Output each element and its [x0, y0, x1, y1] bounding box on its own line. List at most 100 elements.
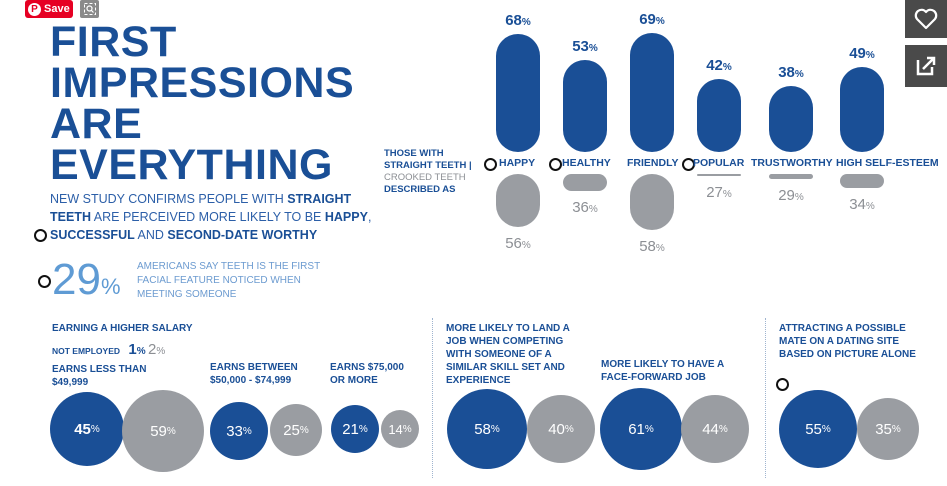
bubble-straight: 21%	[331, 405, 379, 453]
legend-line: THOSE WITH	[384, 148, 444, 159]
category-label: FRIENDLY	[627, 157, 679, 169]
pct-sign: %	[490, 423, 500, 435]
title-line: IMPRESSIONS	[50, 59, 355, 107]
bubble-value: 55	[805, 420, 822, 438]
bubble-crooked: 25%	[270, 404, 322, 456]
bar-straight-high-self-esteem	[840, 67, 884, 152]
share-icon	[916, 56, 936, 76]
bar-crooked-high-self-esteem	[840, 174, 884, 188]
bubble-straight: 33%	[210, 402, 268, 460]
save-button[interactable]: P Save	[25, 0, 73, 18]
bar-straight-trustworthy	[769, 86, 813, 152]
value-label-straight: 53%	[550, 38, 620, 55]
pct-sign: %	[588, 43, 598, 55]
favorite-button[interactable]	[905, 0, 947, 38]
pct-sign: %	[794, 69, 804, 81]
bar-crooked-trustworthy	[769, 174, 813, 180]
pct-sign: %	[865, 50, 875, 62]
pct-sign: %	[718, 423, 728, 435]
subtitle-emphasis: HAPPY	[324, 210, 368, 224]
bar-straight-friendly	[630, 32, 674, 152]
category-label: HAPPY	[499, 157, 536, 169]
pct-sign: %	[90, 423, 100, 435]
pct-sign: %	[891, 423, 901, 435]
value-number: 29	[778, 187, 795, 205]
pct-sign: %	[521, 239, 531, 251]
not-employed-crooked: 2	[148, 341, 157, 358]
bubble-straight: 61%	[600, 388, 682, 470]
marker-ring-icon[interactable]	[484, 158, 497, 171]
bubble-value: 61	[628, 420, 645, 438]
bubble-value: 44	[702, 420, 719, 438]
category-label: TRUSTWORTHY	[751, 157, 833, 169]
value-label-crooked: 34%	[827, 196, 897, 213]
value-label-straight: 49%	[827, 45, 897, 62]
pct-sign: %	[402, 423, 412, 435]
value-label-straight: 38%	[756, 64, 826, 81]
bubble-value: 14	[388, 421, 403, 437]
title-line: FIRST	[50, 18, 177, 66]
subtitle-emphasis: SECOND-DATE WORTHY	[167, 228, 318, 242]
value-number: 49	[849, 45, 866, 63]
bubble-value: 40	[548, 420, 565, 438]
value-number: 58	[639, 238, 656, 256]
bubble-straight: 45%	[50, 392, 124, 466]
bubble-value: 59	[150, 422, 167, 440]
value-number: 42	[706, 57, 723, 75]
legend-crooked: CROOKED TEETH	[384, 172, 466, 183]
subtitle-text: ,	[367, 210, 372, 224]
section-divider	[432, 318, 433, 478]
value-number: 27	[706, 183, 723, 201]
bar-crooked-healthy	[563, 174, 607, 192]
value-label-straight: 68%	[483, 12, 553, 29]
not-employed-row: NOT EMPLOYED 1% 2%	[52, 341, 165, 358]
value-number: 38	[778, 64, 795, 82]
subtitle-text: AND	[134, 228, 168, 242]
title-line: EVERYTHING	[50, 141, 333, 189]
value-number: 69	[639, 10, 656, 28]
lens-button[interactable]	[80, 0, 99, 18]
stat-description: AMERICANS SAY TEETH IS THE FIRST FACIAL …	[137, 261, 321, 300]
bubble-crooked: 40%	[527, 395, 595, 463]
pct-sign: %	[358, 423, 368, 435]
stat-percent: %	[100, 274, 121, 299]
pct-sign: %	[655, 15, 665, 27]
value-label-crooked: 29%	[756, 187, 826, 204]
group-label: EARNS BETWEEN $50,000 - $74,999	[210, 362, 298, 386]
bar-straight-happy	[496, 34, 540, 152]
title-line: ARE	[50, 100, 143, 148]
bar-crooked-happy	[496, 174, 540, 227]
face-forward-title: MORE LIKELY TO HAVE A FACE-FORWARD JOB	[601, 359, 724, 383]
not-employed-label: NOT EMPLOYED	[52, 346, 121, 356]
save-label: Save	[44, 3, 70, 15]
dating-title: ATTRACTING A POSSIBLE MATE ON A DATING S…	[779, 323, 916, 360]
pct-sign: %	[821, 423, 831, 435]
stat-number: 29	[52, 255, 101, 304]
bubble-crooked: 14%	[381, 410, 419, 448]
marker-ring-icon[interactable]	[776, 378, 789, 391]
pct-sign: %	[655, 243, 665, 255]
lens-icon	[83, 3, 96, 15]
section-divider	[765, 318, 766, 478]
value-label-crooked: 27%	[684, 184, 754, 201]
pct-sign: %	[136, 346, 146, 357]
share-button[interactable]	[905, 45, 947, 87]
marker-ring-icon[interactable]	[38, 275, 51, 288]
bubble-value: 33	[226, 422, 243, 440]
pct-sign: %	[521, 17, 531, 29]
subtitle-text: NEW STUDY CONFIRMS PEOPLE WITH	[50, 192, 288, 206]
group-label: EARNS LESS THAN $49,999	[52, 364, 147, 388]
pct-sign: %	[156, 346, 166, 357]
value-number: 36	[572, 199, 589, 217]
pct-sign: %	[644, 423, 654, 435]
pct-sign: %	[242, 425, 252, 437]
marker-ring-icon[interactable]	[34, 229, 47, 242]
pct-sign: %	[722, 62, 732, 74]
marker-ring-icon[interactable]	[682, 158, 695, 171]
category-label: HEALTHY	[562, 157, 611, 169]
value-number: 34	[849, 195, 866, 213]
value-label-straight: 69%	[617, 11, 687, 28]
subtitle-emphasis: STRAIGHT TEETH	[50, 192, 352, 224]
pct-sign: %	[166, 425, 176, 437]
marker-ring-icon[interactable]	[549, 158, 562, 171]
